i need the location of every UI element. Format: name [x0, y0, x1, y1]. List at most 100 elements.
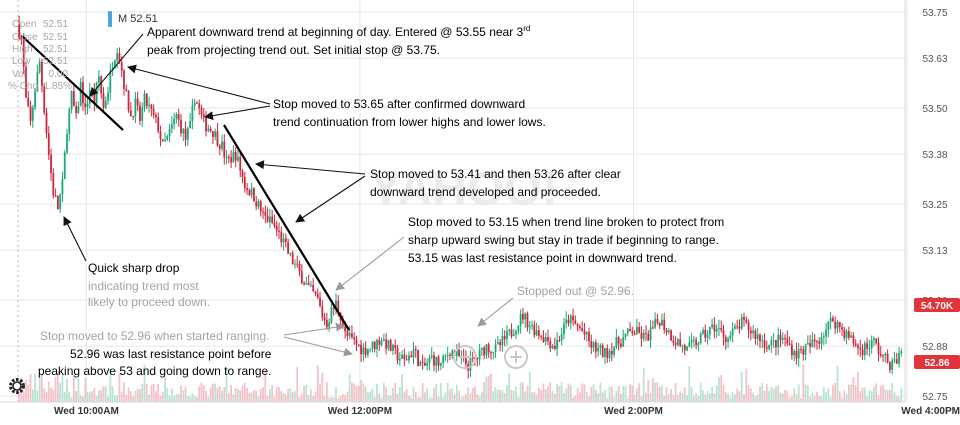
candle-body: [378, 340, 381, 345]
candle-body: [380, 340, 383, 345]
volume-bar: [310, 389, 312, 402]
volume-bar: [822, 387, 825, 402]
candle-body: [679, 339, 682, 346]
candle-body: [661, 319, 663, 326]
candle-body: [827, 321, 830, 330]
candle-body: [155, 114, 157, 118]
volume-bar: [207, 396, 210, 402]
volume-bar: [455, 384, 458, 402]
candle-body: [175, 114, 178, 119]
volume-bar: [512, 390, 515, 402]
candle-body: [243, 177, 246, 189]
candle-body: [574, 320, 577, 325]
price-badge-last-text: 52.86: [924, 358, 949, 369]
volume-bar: [382, 382, 385, 402]
candle-body: [738, 326, 741, 329]
candle-body: [430, 355, 433, 358]
candle-body: [585, 332, 588, 335]
candle-body: [647, 333, 650, 341]
volume-bar: [113, 396, 116, 402]
candle-body: [683, 345, 686, 351]
candle-body: [877, 343, 880, 354]
candle-body: [136, 98, 139, 106]
price-tick-label: 53.75: [922, 8, 947, 19]
candle-body: [439, 363, 442, 366]
candle-body: [36, 72, 39, 92]
candle-body: [63, 152, 66, 180]
volume-bar: [127, 387, 130, 402]
volume-bar: [136, 388, 139, 402]
candle-body: [547, 337, 549, 342]
volume-bar: [781, 393, 784, 402]
candle-body: [797, 349, 800, 359]
volume-bar: [474, 386, 476, 402]
volume-bar: [898, 397, 900, 402]
volume-bar: [191, 393, 194, 402]
volume-bar: [645, 392, 647, 402]
zoom-out-icon[interactable]: [453, 345, 477, 369]
volume-bar: [59, 382, 62, 402]
price-tick-label: 53.25: [922, 200, 947, 211]
candle-body: [756, 334, 759, 339]
candle-body: [45, 112, 48, 134]
candle-body: [820, 337, 823, 344]
candle-body: [22, 38, 25, 68]
candle-body: [590, 341, 593, 348]
candle-body: [104, 101, 107, 108]
trend-line-main: [223, 124, 350, 331]
candle-body: [282, 238, 285, 243]
candle-body: [713, 324, 716, 332]
candle-body: [344, 326, 347, 332]
volume-bar: [517, 397, 520, 402]
volume-bar: [829, 396, 832, 402]
candle-body: [875, 338, 878, 344]
candle-body: [702, 330, 704, 334]
volume-bar: [376, 383, 378, 402]
volume-bar: [38, 374, 41, 402]
candle-body: [91, 90, 93, 92]
volume-bar: [478, 396, 481, 402]
settings-gear-icon[interactable]: [8, 377, 26, 395]
volume-bar: [403, 391, 406, 402]
volume-bar: [216, 387, 219, 402]
volume-bar: [232, 394, 235, 402]
volume-bar: [134, 391, 137, 402]
volume-bar: [398, 387, 401, 402]
volume-bar: [259, 388, 262, 402]
volume-bar: [779, 392, 782, 402]
volume-bar: [704, 394, 707, 402]
volume-bar: [225, 367, 228, 402]
legend-chip[interactable]: M 52.51: [108, 10, 158, 28]
volume-bar: [802, 364, 805, 402]
candle-body: [825, 329, 827, 337]
volume-bar: [850, 384, 853, 402]
price-axis: 53.7553.6353.5053.3853.2553.1353.0052.88…: [922, 8, 947, 403]
candle-body: [718, 328, 720, 330]
ohlc-val-low: 52.51: [43, 56, 68, 67]
candle-body: [396, 348, 399, 361]
volume-bar: [490, 373, 492, 402]
volume-bar: [18, 392, 21, 402]
candle-body: [813, 339, 816, 342]
time-tick-label: Wed 12:00PM: [328, 406, 392, 417]
zoom-in-icon[interactable]: [504, 345, 528, 369]
candle-body: [879, 353, 882, 356]
volume-bar: [84, 378, 87, 402]
candle-body: [332, 307, 335, 309]
volume-bar: [159, 396, 162, 402]
volume-bar: [854, 385, 857, 402]
candle-body: [355, 339, 358, 345]
candle-body: [841, 327, 843, 330]
volume-bar: [150, 385, 153, 402]
candle-body: [850, 335, 853, 338]
volume-bar: [451, 388, 454, 402]
volume-bar: [613, 397, 615, 402]
volume-bar: [560, 382, 563, 402]
volume-bar: [661, 385, 663, 402]
volume-bar: [499, 390, 502, 402]
volume-bar: [549, 382, 552, 402]
volume-bar: [667, 394, 670, 402]
candle-body: [284, 238, 287, 243]
volume-bar: [592, 384, 595, 402]
candle-body: [777, 334, 780, 348]
